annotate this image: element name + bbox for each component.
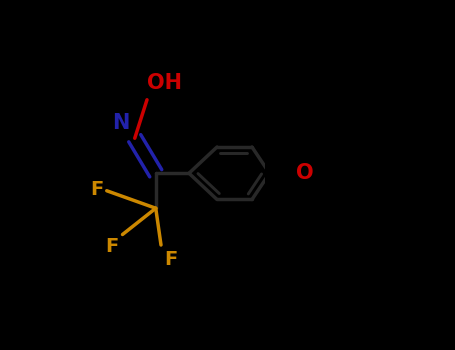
Text: N: N	[112, 113, 130, 133]
Text: F: F	[105, 237, 118, 256]
Text: F: F	[90, 180, 103, 199]
Text: F: F	[164, 250, 177, 269]
Text: O: O	[296, 163, 314, 183]
Text: OH: OH	[147, 73, 182, 93]
